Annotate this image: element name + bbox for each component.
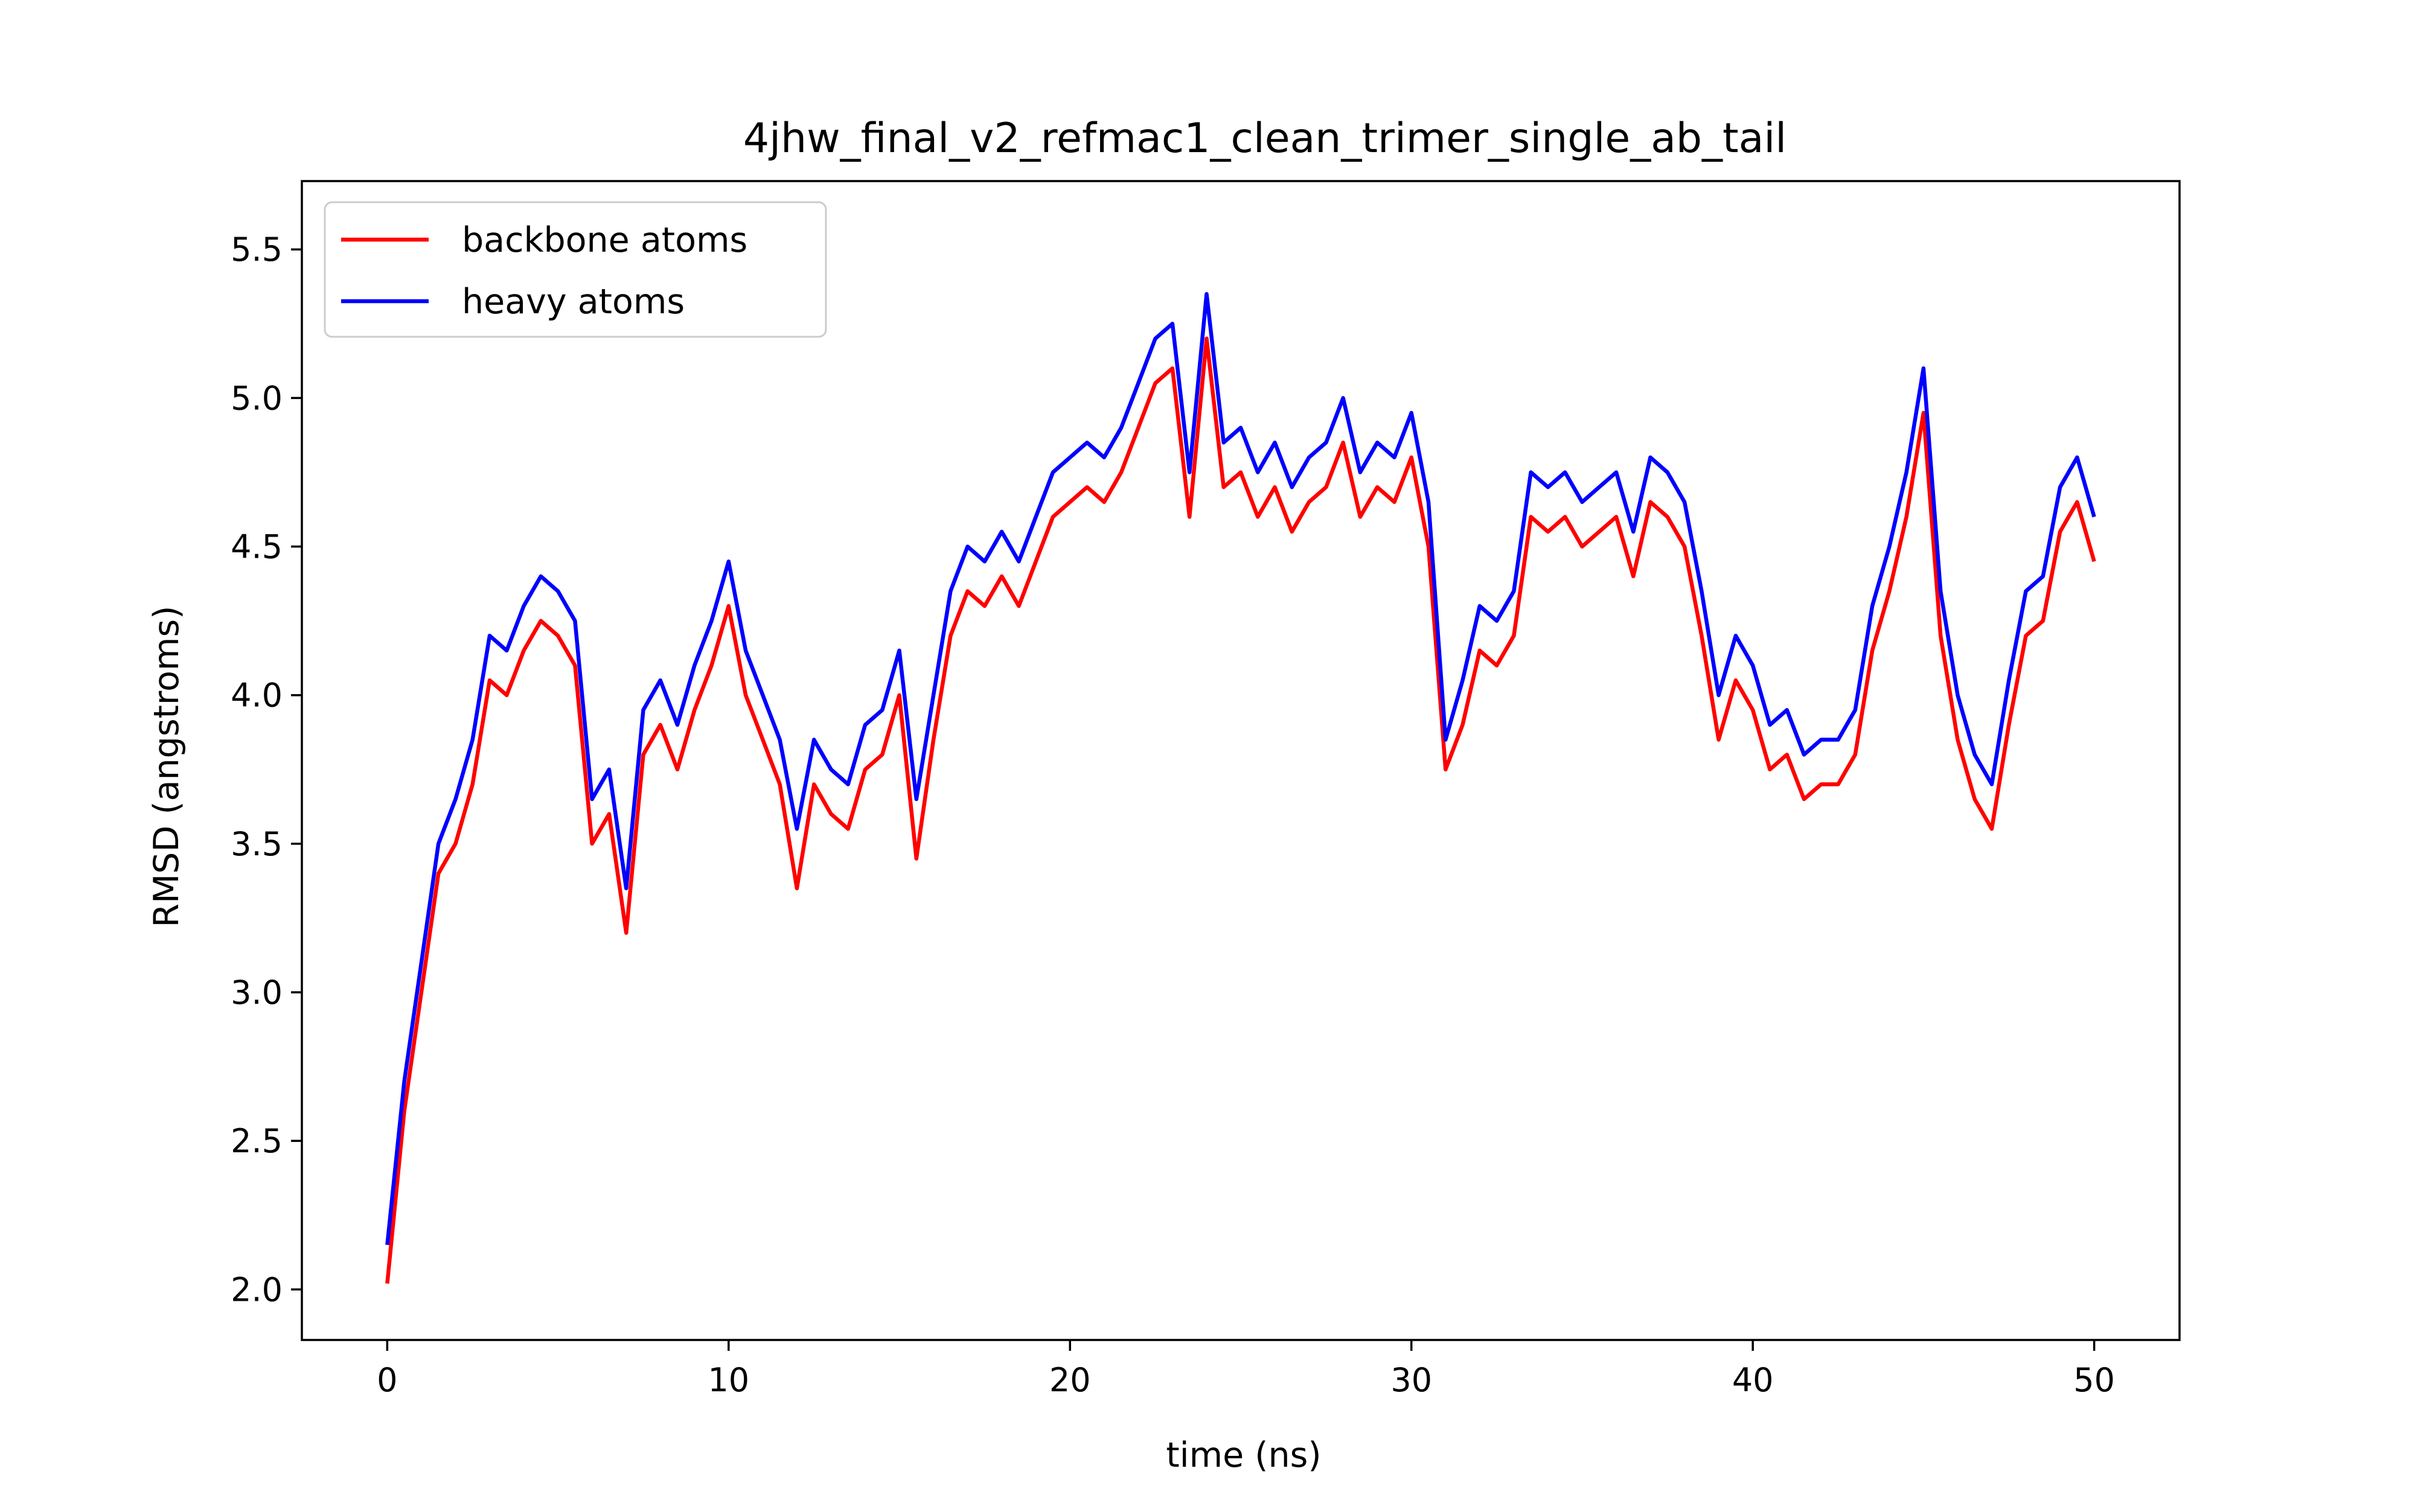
y-tick-label: 3.5 (231, 825, 283, 863)
y-tick-label: 4.0 (231, 677, 283, 715)
y-tick-label: 3.0 (231, 974, 283, 1012)
y-tick-label: 5.5 (231, 231, 283, 269)
y-tick-label: 5.0 (231, 379, 283, 417)
legend: backbone atoms heavy atoms (324, 201, 827, 338)
y-tick-label: 4.5 (231, 528, 283, 566)
x-tick-label: 30 (1390, 1361, 1432, 1399)
legend-label-backbone-atoms: backbone atoms (462, 220, 747, 260)
heavy-atoms-line (385, 292, 2096, 1245)
y-axis-title: RMSD (angstroms) (147, 605, 187, 927)
y-tick-label: 2.0 (231, 1271, 283, 1309)
x-tick-label: 0 (377, 1361, 397, 1399)
plot-area-frame (301, 180, 2181, 1341)
axis-ticks: 0 10 20 30 40 50 2.0 2.5 3.0 3.5 4.0 4.5 5.0 5.5 (231, 231, 2115, 1399)
legend-box (324, 201, 827, 338)
series-lines (385, 292, 2096, 1284)
x-axis-title: time (ns) (1166, 1435, 1321, 1475)
y-tick-label: 2.5 (231, 1122, 283, 1160)
x-tick-label: 40 (1732, 1361, 1774, 1399)
x-tick-label: 20 (1049, 1361, 1091, 1399)
legend-label-heavy-atoms: heavy atoms (462, 282, 685, 322)
x-tick-label: 50 (2073, 1361, 2115, 1399)
backbone-atoms-line (385, 336, 2096, 1284)
x-tick-label: 10 (708, 1361, 749, 1399)
chart-title: 4jhw_final_v2_refmac1_clean_trimer_singl… (743, 115, 1786, 162)
